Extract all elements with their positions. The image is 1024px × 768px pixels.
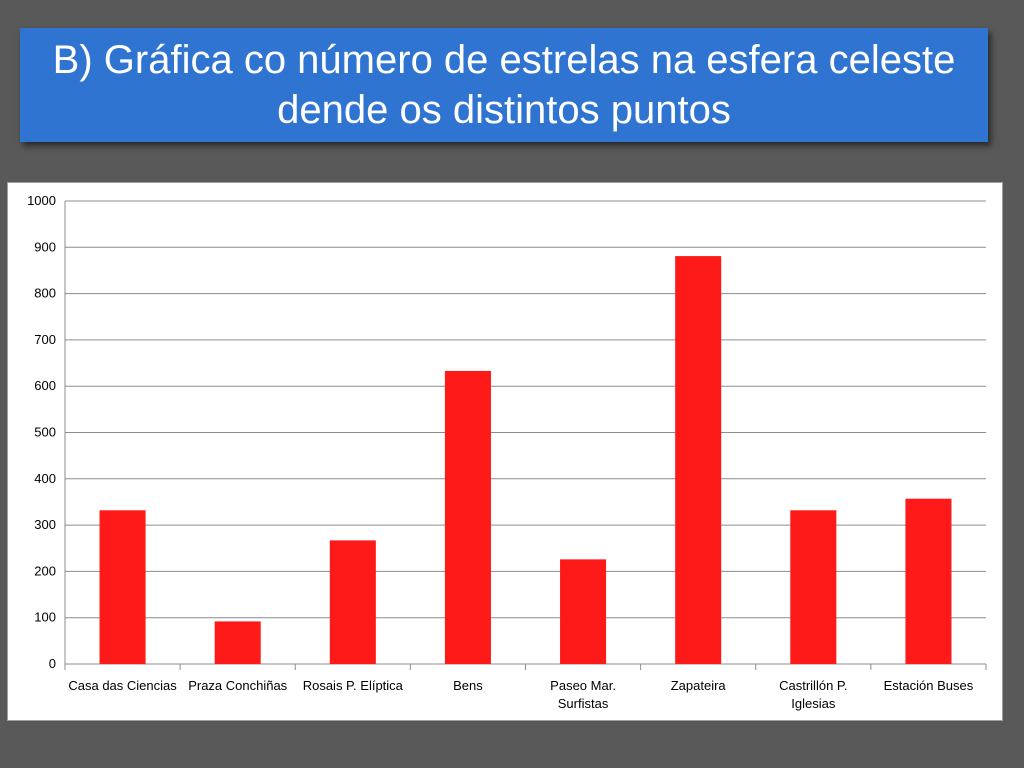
bar: [790, 510, 837, 664]
x-tick-label: Bens: [453, 678, 483, 693]
y-tick-label: 400: [34, 471, 56, 486]
y-tick-label: 0: [49, 656, 56, 671]
slide-title: B) Gráfica co número de estrelas na esfe…: [52, 38, 956, 132]
x-tick-label: Paseo Mar.: [550, 678, 616, 693]
y-tick-label: 200: [34, 563, 56, 578]
x-tick-label: Praza Conchiñas: [188, 678, 287, 693]
bar: [214, 621, 261, 664]
y-tick-label: 100: [34, 610, 56, 625]
y-tick-label: 700: [34, 332, 56, 347]
x-tick-label: Rosais P. Elíptica: [303, 678, 404, 693]
y-tick-label: 500: [34, 425, 56, 440]
x-tick-label: Casa das Ciencias: [68, 678, 177, 693]
bar: [329, 540, 376, 664]
x-tick-label: Estación Buses: [884, 678, 974, 693]
bar: [444, 370, 491, 664]
x-tick-label: Iglesias: [791, 696, 836, 711]
x-tick-label: Zapateira: [671, 678, 727, 693]
y-tick-label: 1000: [27, 193, 56, 208]
y-tick-label: 800: [34, 286, 56, 301]
title-banner: B) Gráfica co número de estrelas na esfe…: [20, 28, 988, 142]
bar: [560, 559, 607, 664]
bar: [905, 498, 952, 664]
chart-area: 0 100 200 300 400 500 600 700 800 900 1000 Casa das…: [7, 182, 1003, 721]
y-tick-label: 300: [34, 517, 56, 532]
x-tick-label: Surfistas: [558, 696, 609, 711]
y-tick-label: 900: [34, 239, 56, 254]
bar-chart: 0 100 200 300 400 500 600 700 800 900 1000 Casa das…: [27, 193, 987, 711]
bar: [675, 256, 722, 664]
y-tick-label: 600: [34, 378, 56, 393]
bar: [99, 510, 146, 664]
x-tick-label: Castrillón P.: [779, 678, 847, 693]
